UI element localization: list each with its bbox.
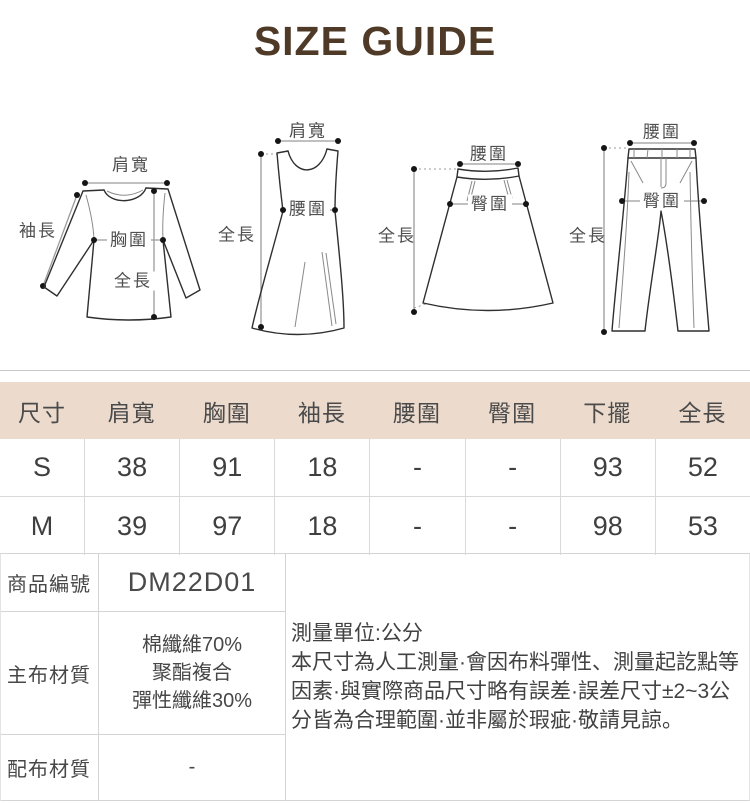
main-fabric-value: 棉纖維70% 聚酯複合 彈性纖維30% — [99, 612, 286, 735]
value-cell: 39 — [84, 497, 179, 555]
table-top-divider — [0, 370, 750, 371]
size-cell: M — [30, 510, 54, 541]
skirt-full-length-label: 全長 — [378, 226, 416, 246]
fabric-line: 聚酯複合 — [152, 662, 232, 684]
skirt-waist-label: 腰圍 — [470, 144, 508, 164]
product-code-label: 商品編號 — [1, 554, 99, 612]
value-cell: 97 — [179, 497, 274, 555]
measurement-unit-line: 測量單位:公分 — [291, 622, 423, 645]
size-row-s: S 38 91 18 - - 93 52 — [0, 439, 750, 497]
value-cell: 53 — [654, 497, 750, 555]
value-cell: - — [369, 497, 464, 555]
product-code-value: DM22D01 — [99, 554, 286, 612]
header-bust: 胸圍 — [202, 399, 251, 426]
skirt-hip-label: 臀圍 — [468, 194, 512, 214]
dress-waist-label: 腰圍 — [286, 199, 330, 219]
top-bust-label: 胸圍 — [107, 230, 151, 250]
header-hip: 臀圍 — [488, 399, 537, 426]
header-length: 全長 — [678, 399, 727, 426]
top-full-length-label: 全長 — [111, 271, 155, 291]
measurement-notes: 測量單位:公分 本尺寸為人工測量·會因布料彈性、測量起訖點等因素·與實際商品尺寸… — [286, 554, 750, 801]
trim-fabric-label: 配布材質 — [1, 735, 99, 801]
value-cell: - — [464, 439, 560, 496]
value-cell: 98 — [559, 497, 655, 555]
pants-diagram — [558, 120, 750, 342]
size-table-header-row: 尺寸 肩寬 胸圍 袖長 腰圍 臀圍 下擺 全長 — [0, 382, 750, 439]
value-cell: 18 — [274, 439, 369, 496]
value-cell: 18 — [274, 497, 369, 555]
header-hem: 下擺 — [583, 399, 632, 426]
fabric-line: 棉纖維70% — [141, 634, 243, 656]
fabric-line: 彈性纖維30% — [131, 690, 253, 712]
header-sleeve: 袖長 — [297, 399, 346, 426]
pants-hip-label: 臀圍 — [640, 191, 684, 211]
dress-shoulder-width-label: 肩寬 — [289, 121, 327, 141]
value-cell: 93 — [559, 439, 655, 496]
value-cell: - — [464, 497, 560, 555]
trim-fabric-value: - — [99, 735, 286, 801]
skirt-diagram — [378, 140, 556, 320]
header-waist: 腰圍 — [392, 399, 441, 426]
pants-drawing — [601, 140, 710, 335]
size-table: 尺寸 肩寬 胸圍 袖長 腰圍 臀圍 下擺 全長 S 38 91 18 - - 9… — [0, 370, 750, 555]
top-sleeve-length-label: 袖長 — [19, 221, 57, 241]
measurement-disclaimer: 本尺寸為人工測量·會因布料彈性、測量起訖點等因素·與實際商品尺寸略有誤差·誤差尺… — [291, 651, 739, 732]
dress-full-length-label: 全長 — [218, 225, 256, 245]
skirt-drawing — [411, 161, 554, 315]
dress-drawing — [251, 138, 345, 336]
product-info-table: 商品編號 DM22D01 主布材質 棉纖維70% 聚酯複合 彈性纖維30% 配布… — [0, 553, 750, 801]
pants-full-length-label: 全長 — [569, 226, 607, 246]
tshirt-drawing — [40, 180, 201, 321]
size-cell: S — [32, 452, 51, 482]
pants-waist-label: 腰圍 — [643, 122, 681, 142]
header-size: 尺寸 — [18, 399, 66, 426]
dress-diagram — [220, 120, 365, 342]
size-row-m: M 39 97 18 - - 98 53 — [0, 497, 750, 555]
value-cell: 52 — [654, 439, 750, 496]
value-cell: 38 — [84, 439, 179, 496]
page-title: SIZE GUIDE — [253, 18, 497, 64]
tshirt-diagram — [20, 150, 220, 330]
value-cell: 91 — [179, 439, 274, 496]
value-cell: - — [369, 439, 464, 496]
header-shoulder: 肩寬 — [107, 399, 156, 426]
main-fabric-label: 主布材質 — [1, 612, 99, 735]
top-shoulder-width-label: 肩寬 — [112, 155, 150, 175]
